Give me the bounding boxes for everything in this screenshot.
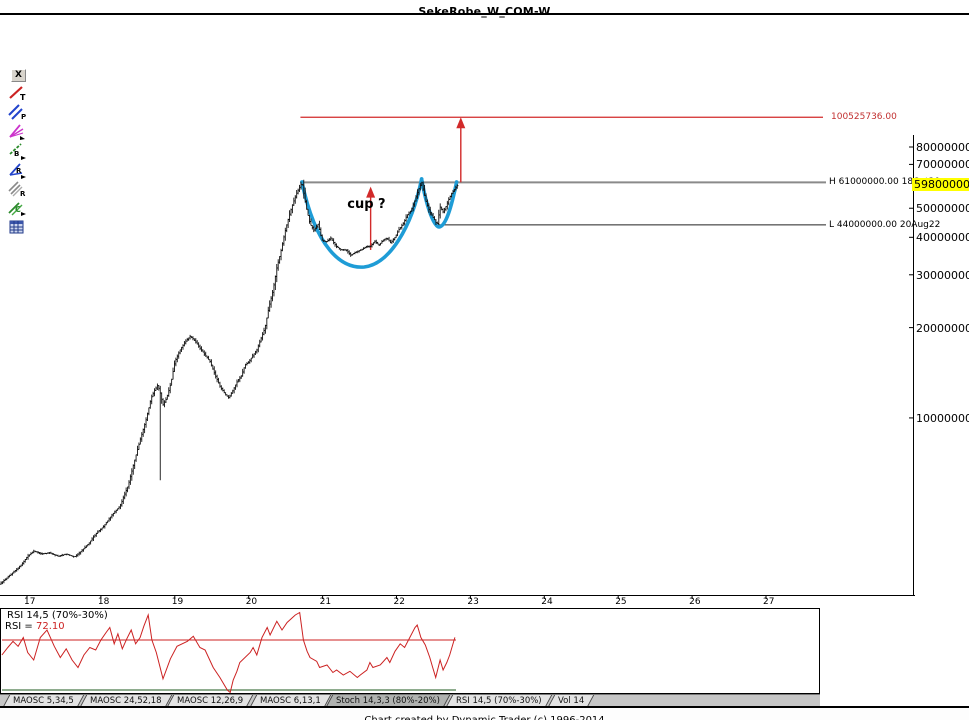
time-axis-tick-label: 21 <box>319 597 332 607</box>
time-axis-tick-label: 17 <box>24 597 36 607</box>
trendline-tool-button[interactable]: T <box>8 85 27 103</box>
svg-text:B: B <box>14 150 19 158</box>
high-price-label: H 61000000.00 18Oct20 <box>829 177 941 188</box>
angle-retracement-icon: R <box>8 161 27 179</box>
fan-lines-icon <box>8 123 27 141</box>
trendline-icon: T <box>8 85 27 103</box>
indicator-tabstrip: MAOSC 5,34,5 MAOSC 24,52,18 MAOSC 12,26,9 M… <box>0 694 820 707</box>
time-axis-tick-label: 27 <box>763 597 775 607</box>
fib-bands-tool-button[interactable]: B <box>8 142 27 160</box>
time-axis-tick-label: 25 <box>615 597 627 607</box>
parallel-retracement-tool-button[interactable]: R <box>8 180 27 198</box>
grid-tool-button[interactable] <box>8 218 27 236</box>
indicator-tab-label: RSI 14,5 (70%-30%) <box>456 695 543 706</box>
status-text: Chart created by Dynamic Trader (c) 1996… <box>364 715 604 720</box>
indicator-tab-label: MAOSC 5,34,5 <box>13 695 75 706</box>
time-axis-tick-label: 19 <box>171 597 184 607</box>
time-axis-tick-label: 26 <box>689 597 701 607</box>
low-price-label: L 44000000.00 20Aug22 <box>829 219 941 230</box>
drawing-toolbar: X T P B <box>8 69 30 236</box>
target-price-label: 100525736.00 <box>831 112 897 123</box>
price-axis-tick-label: 20000000.00 <box>916 321 969 335</box>
time-axis-tick-label: 20 <box>245 597 258 607</box>
grid-tool-icon <box>8 218 27 236</box>
indicator-tab-label: Stoch 14,3,3 (80%-20%) <box>336 695 441 706</box>
cycle-tool-button[interactable]: C <box>8 199 27 217</box>
svg-text:R: R <box>20 190 26 198</box>
time-axis-tick-label: 18 <box>97 597 110 607</box>
price-axis-tick-label: 40000000.00 <box>916 231 969 245</box>
rsi-indicator-title: RSI 14,5 (70%-30%) <box>7 610 108 621</box>
parallel-lines-tool-button[interactable]: P <box>8 104 27 122</box>
time-axis-tick-label: 24 <box>541 597 553 607</box>
rsi-value: 72.10 <box>35 621 65 632</box>
price-axis-tick-label: 10000000.00 <box>916 411 969 425</box>
fib-bands-icon: B <box>8 142 27 160</box>
indicator-tab-label: Vol 14 <box>558 695 585 706</box>
chart-title-bar: SekeRobe_W_COM-W <box>0 0 969 18</box>
current-price-badge: 59800000.00 <box>912 177 969 191</box>
cup-pattern-label: cup ? <box>347 197 386 212</box>
close-toolbar-button[interactable]: X <box>11 69 26 82</box>
svg-text:T: T <box>20 93 26 102</box>
price-axis-tick-label: 50000000.00 <box>916 202 969 216</box>
price-axis-tick-label: 70000000.00 <box>916 158 969 172</box>
time-axis-tick-label: 22 <box>393 597 405 607</box>
svg-text:P: P <box>21 113 26 121</box>
rsi-value-prefix: RSI = <box>5 621 36 632</box>
indicator-tab-label: MAOSC 24,52,18 <box>90 695 162 706</box>
cycle-tool-icon: C <box>8 199 27 217</box>
indicator-tab-label: MAOSC 6,13,1 <box>259 695 321 706</box>
price-axis-tick-label: 30000000.00 <box>916 268 969 282</box>
page-title: SekeRobe_W_COM-W <box>418 5 551 18</box>
svg-text:C: C <box>15 205 21 214</box>
svg-text:R: R <box>16 167 22 175</box>
parallel-lines-icon: P <box>8 104 27 122</box>
rsi-value-readout: RSI = 72.10 <box>5 621 65 632</box>
time-axis-tick-label: 23 <box>467 597 479 607</box>
parallel-retracement-icon: R <box>8 180 27 198</box>
price-axis-tick-label: 80000000.00 <box>916 141 969 154</box>
status-bar: Chart created by Dynamic Trader (c) 1996… <box>0 706 969 720</box>
angle-retracement-tool-button[interactable]: R <box>8 161 27 179</box>
indicator-tab-label: MAOSC 12,26,9 <box>177 695 244 706</box>
fan-lines-tool-button[interactable] <box>8 123 27 141</box>
